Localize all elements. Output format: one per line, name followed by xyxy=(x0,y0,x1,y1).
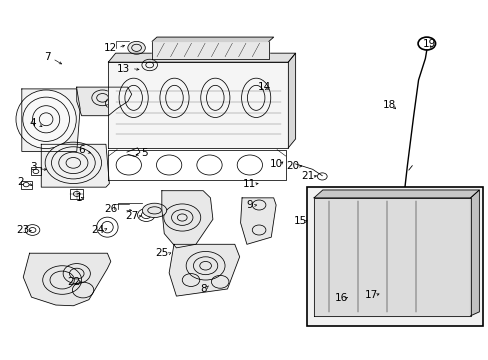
Text: 14: 14 xyxy=(257,82,270,92)
Text: 21: 21 xyxy=(301,171,314,181)
Polygon shape xyxy=(152,41,268,59)
Text: 24: 24 xyxy=(91,225,104,235)
Bar xyxy=(306,187,482,327)
Text: 5: 5 xyxy=(141,148,148,158)
Text: 25: 25 xyxy=(155,248,168,258)
Polygon shape xyxy=(108,53,295,62)
Polygon shape xyxy=(313,190,478,198)
Text: 20: 20 xyxy=(286,161,299,171)
Text: 18: 18 xyxy=(382,100,395,110)
Text: 27: 27 xyxy=(125,211,138,221)
Text: 22: 22 xyxy=(67,277,81,287)
Ellipse shape xyxy=(142,203,166,217)
Text: 15: 15 xyxy=(293,216,306,226)
Polygon shape xyxy=(162,191,212,248)
Bar xyxy=(30,167,41,175)
Text: 11: 11 xyxy=(242,179,255,189)
Polygon shape xyxy=(169,244,239,296)
Text: 2: 2 xyxy=(18,177,24,187)
Text: 3: 3 xyxy=(30,162,36,172)
Bar xyxy=(70,189,83,199)
Polygon shape xyxy=(41,144,109,187)
Bar xyxy=(21,181,31,189)
Polygon shape xyxy=(240,198,276,244)
Polygon shape xyxy=(22,89,80,152)
Text: 19: 19 xyxy=(422,39,435,49)
Text: 16: 16 xyxy=(334,293,347,303)
Text: 6: 6 xyxy=(78,145,85,155)
Polygon shape xyxy=(77,87,131,116)
Polygon shape xyxy=(287,53,295,148)
Text: 9: 9 xyxy=(245,200,252,210)
Text: 26: 26 xyxy=(104,203,117,213)
Polygon shape xyxy=(313,198,469,316)
Polygon shape xyxy=(23,253,111,306)
Polygon shape xyxy=(469,190,478,316)
Circle shape xyxy=(45,142,102,184)
Text: 23: 23 xyxy=(16,225,29,235)
Text: 13: 13 xyxy=(116,64,129,74)
Circle shape xyxy=(127,41,145,54)
Text: 12: 12 xyxy=(104,43,117,53)
Ellipse shape xyxy=(16,90,76,149)
Text: 17: 17 xyxy=(365,290,378,300)
Text: 4: 4 xyxy=(30,118,36,128)
Text: 7: 7 xyxy=(44,52,51,62)
Text: 8: 8 xyxy=(200,284,206,294)
Text: 10: 10 xyxy=(269,159,282,169)
Polygon shape xyxy=(152,37,273,41)
Polygon shape xyxy=(108,62,287,148)
Text: 1: 1 xyxy=(76,193,82,203)
